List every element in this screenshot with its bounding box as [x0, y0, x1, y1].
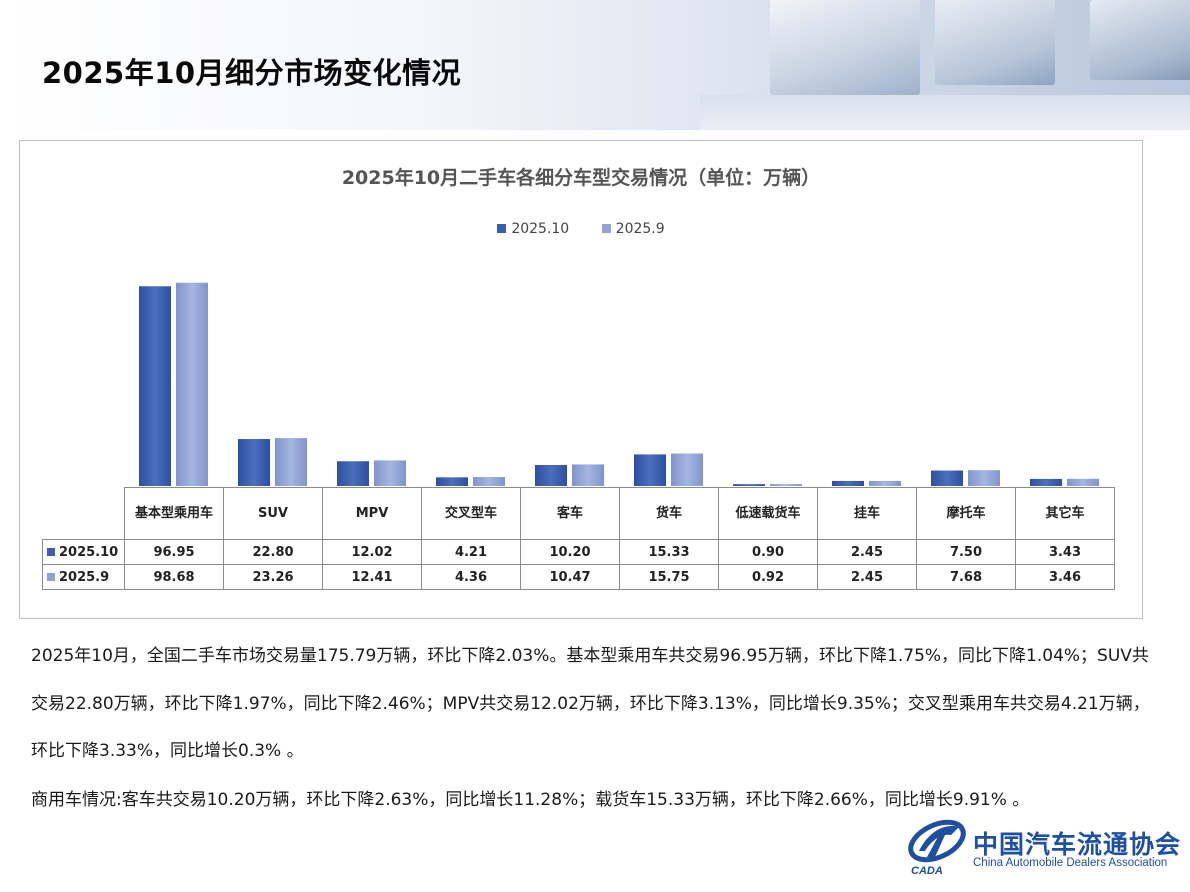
bar-2025-10 [1030, 478, 1062, 486]
banner-cube-graphic [770, 0, 920, 95]
page-title: 2025年10月细分市场变化情况 [42, 56, 462, 90]
bar-2025-9 [572, 464, 604, 486]
category-label: 货车 [619, 487, 719, 540]
bar-plot-area [139, 282, 1099, 486]
legend-item-2025-9: 2025.9 [601, 221, 665, 237]
data-value-cell: 15.75 [619, 564, 719, 590]
data-table-row-2025-9: 2025.9 98.68 23.26 12.41 4.36 10.47 15.7… [42, 564, 1115, 590]
data-table-series-label: 2025.10 [42, 539, 125, 565]
data-value-cell: 12.02 [322, 539, 422, 565]
cada-logo: CADA 中国汽车流通协会 China Automobile Dealers A… [905, 815, 1185, 885]
data-value-cell: 12.41 [322, 564, 422, 590]
logo-abbr: CADA [911, 865, 943, 877]
data-table-header-row: 基本型乘用车 SUV MPV 交叉型车 客车 货车 低速载货车 挂车 摩托车 其… [42, 487, 1115, 540]
banner-cube-graphic [1090, 0, 1190, 80]
data-table-row-2025-10: 2025.10 96.95 22.80 12.02 4.21 10.20 15.… [42, 539, 1115, 565]
chart-title: 2025年10月二手车各细分车型交易情况（单位：万辆） [341, 167, 821, 189]
data-value-cell: 3.43 [1015, 539, 1115, 565]
bar-2025-9 [770, 484, 802, 486]
commercial-vehicle-paragraph: 商用车情况:客车共交易10.20万辆，环比下降2.63%，同比增长11.28%；… [31, 790, 1030, 810]
chart-panel: 2025年10月二手车各细分车型交易情况（单位：万辆） 2025.10 2025… [19, 140, 1143, 619]
category-label: 挂车 [817, 487, 917, 540]
data-value-cell: 4.36 [421, 564, 521, 590]
category-label: MPV [322, 487, 422, 540]
bar-2025-9 [275, 438, 307, 486]
data-value-cell: 10.20 [520, 539, 620, 565]
bar-2025-10 [733, 484, 765, 486]
bar-2025-9 [671, 453, 703, 486]
data-value-cell: 3.46 [1015, 564, 1115, 590]
series-swatch [47, 572, 55, 581]
series-name: 2025.9 [59, 569, 110, 585]
bar-2025-9 [374, 460, 406, 486]
category-label: 其它车 [1015, 487, 1115, 540]
cada-logo-icon [908, 819, 966, 863]
data-value-cell: 4.21 [421, 539, 521, 565]
chart-legend: 2025.10 2025.9 [20, 221, 1142, 237]
series-name: 2025.10 [59, 544, 119, 560]
bar-2025-10 [535, 464, 567, 486]
legend-swatch-2025-9 [601, 224, 611, 233]
category-label: 客车 [520, 487, 620, 540]
banner-cube-graphic [935, 0, 1055, 85]
legend-item-2025-10: 2025.10 [497, 221, 569, 237]
bar-2025-9 [1067, 478, 1099, 486]
banner-floor-graphic [700, 95, 1190, 130]
legend-label: 2025.10 [511, 221, 570, 237]
data-value-cell: 0.90 [718, 539, 818, 565]
data-value-cell: 22.80 [223, 539, 323, 565]
category-label: 交叉型车 [421, 487, 521, 540]
data-value-cell: 2.45 [817, 564, 917, 590]
category-label: 基本型乘用车 [124, 487, 224, 540]
bar-2025-10 [634, 454, 666, 486]
summary-paragraph: 2025年10月，全国二手车市场交易量175.79万辆，环比下降2.03%。基本… [31, 646, 1150, 761]
legend-label: 2025.9 [615, 221, 665, 237]
chart-data-table: 基本型乘用车 SUV MPV 交叉型车 客车 货车 低速载货车 挂车 摩托车 其… [42, 487, 1115, 590]
logo-name-en: China Automobile Dealers Association [973, 857, 1168, 869]
logo-name-cn: 中国汽车流通协会 [973, 830, 1182, 859]
legend-swatch-2025-10 [497, 224, 507, 233]
bar-2025-10 [832, 480, 864, 486]
header-banner [0, 0, 1190, 130]
bar-2025-9 [176, 282, 208, 486]
category-label: 低速载货车 [718, 487, 818, 540]
data-value-cell: 2.45 [817, 539, 917, 565]
data-value-cell: 98.68 [124, 564, 224, 590]
bar-2025-10 [436, 477, 468, 486]
data-value-cell: 7.50 [916, 539, 1016, 565]
data-value-cell: 7.68 [916, 564, 1016, 590]
data-value-cell: 10.47 [520, 564, 620, 590]
data-value-cell: 96.95 [124, 539, 224, 565]
series-swatch [47, 547, 55, 556]
bar-2025-9 [869, 480, 901, 486]
category-label: 摩托车 [916, 487, 1016, 540]
bar-2025-10 [931, 470, 963, 486]
data-value-cell: 23.26 [223, 564, 323, 590]
data-table-series-label: 2025.9 [42, 564, 125, 590]
bar-2025-9 [968, 470, 1000, 486]
bar-2025-10 [238, 439, 270, 486]
data-table-corner [42, 487, 125, 540]
bar-2025-10 [337, 461, 369, 486]
data-value-cell: 0.92 [718, 564, 818, 590]
category-label: SUV [223, 487, 323, 540]
bar-2025-9 [473, 477, 505, 486]
data-value-cell: 15.33 [619, 539, 719, 565]
bar-2025-10 [139, 286, 171, 486]
